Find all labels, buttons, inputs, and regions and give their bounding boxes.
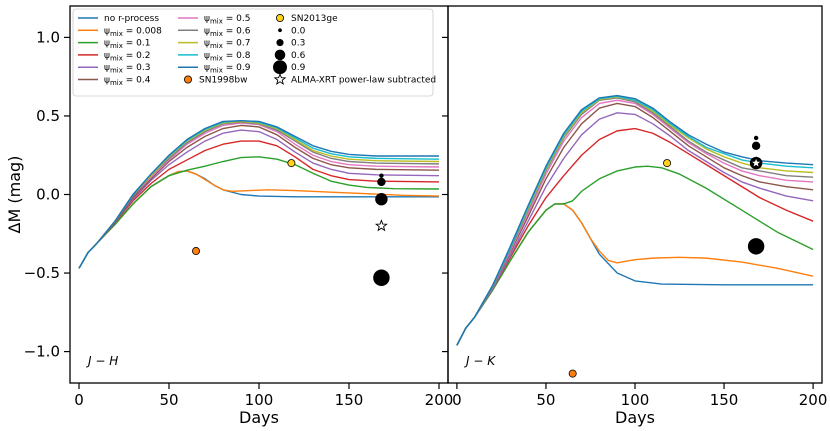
- x-tick-label: 50: [159, 391, 178, 409]
- legend-size-marker: [273, 60, 287, 75]
- y-tick-label: −1.0: [24, 343, 60, 361]
- legend-entry-label: 0.0: [291, 26, 306, 36]
- series-line-10: [456, 94, 814, 346]
- legend-entry-label: ψmix = 0.9: [204, 63, 251, 75]
- legend-entry-label: ψmix = 0.8: [204, 51, 251, 63]
- legend-size-marker: [274, 49, 286, 61]
- x-tick-label: 100: [621, 391, 650, 409]
- x-axis-label: Days: [615, 408, 655, 427]
- series-line-0: [456, 203, 814, 346]
- panel-1: 0 50 100 150 200 1.0 0.5 0.0 −0.5 −1.0 Days ΔM (mag…: [5, 5, 454, 427]
- legend-star-marker: [273, 72, 287, 85]
- legend-entry-label: ψmix = 0.7: [204, 39, 250, 51]
- legend-marker: [275, 13, 284, 22]
- x-tick-label: 0: [452, 391, 462, 409]
- series-line-0: [78, 170, 439, 269]
- series-line-2: [78, 156, 440, 269]
- legend-entry-label: 0.6: [291, 51, 306, 61]
- legend-entry-label: ALMA-XRT power-law subtracted: [291, 76, 436, 86]
- observation-point-0: [568, 369, 577, 378]
- y-axis-label: ΔM (mag): [5, 156, 24, 234]
- legend-size-marker: [278, 28, 282, 33]
- observation-point-2: [379, 173, 384, 178]
- observation-point-1: [287, 159, 296, 168]
- series-line-5: [456, 102, 814, 346]
- x-tick-label: 200: [799, 391, 828, 409]
- observation-point-5: [747, 238, 765, 255]
- star-marker: [749, 156, 763, 169]
- legend-entry-label: 0.3: [291, 39, 305, 49]
- legend-entry-label: ψmix = 0.5: [204, 14, 250, 26]
- series-line-6: [456, 99, 814, 346]
- series-line-2: [456, 165, 814, 346]
- legend-entry-label: ψmix = 0.008: [104, 26, 162, 38]
- legend-box: [72, 8, 434, 97]
- legend-entry-label: 0.9: [291, 63, 306, 73]
- series-line-5: [78, 124, 440, 269]
- x-tick-label: 200: [425, 391, 454, 409]
- x-axis-label: Days: [239, 408, 279, 427]
- y-tick-label: −0.5: [24, 264, 60, 282]
- y-tick-label: 0.0: [36, 186, 60, 204]
- panel-label: J − K: [464, 354, 496, 368]
- observation-point-2: [753, 135, 759, 141]
- series-line-10: [78, 119, 439, 269]
- x-tick-label: 100: [245, 391, 274, 409]
- legend-marker: [183, 75, 192, 84]
- panel-2: 0 50 100 150 200 Days J − K: [442, 5, 828, 427]
- legend-size-marker: [276, 39, 284, 47]
- axes-frame: [447, 5, 823, 384]
- x-tick-label: 50: [536, 391, 555, 409]
- x-tick-label: 150: [710, 391, 739, 409]
- x-tick-label: 0: [74, 391, 84, 409]
- legend-entry-label: SN2013ge: [291, 14, 338, 24]
- series-line-1: [78, 170, 440, 269]
- y-tick-label: 1.0: [36, 28, 60, 46]
- legend-entry-label: SN1998bw: [199, 76, 247, 86]
- x-tick-label: 150: [335, 391, 364, 409]
- observation-point-5: [373, 269, 390, 286]
- series-line-4: [456, 112, 814, 346]
- legend-entry-label: ψmix = 0.3: [104, 63, 150, 75]
- star-marker: [374, 219, 388, 232]
- legend-entry-label: ψmix = 0.4: [104, 76, 151, 88]
- y-tick-label: 0.5: [36, 107, 60, 125]
- panel-label: J − H: [86, 354, 118, 368]
- legend-entry-label: ψmix = 0.1: [104, 39, 150, 51]
- series-line-1: [456, 203, 814, 346]
- legend-entry-label: no r-process: [104, 14, 159, 24]
- observation-point-3: [751, 141, 761, 151]
- legend-entry-label: ψmix = 0.6: [204, 26, 251, 38]
- legend-entry-label: ψmix = 0.2: [104, 51, 150, 63]
- observation-point-1: [663, 159, 672, 168]
- observation-point-4: [375, 192, 388, 206]
- observation-point-0: [191, 247, 200, 256]
- observation-point-3: [377, 177, 386, 187]
